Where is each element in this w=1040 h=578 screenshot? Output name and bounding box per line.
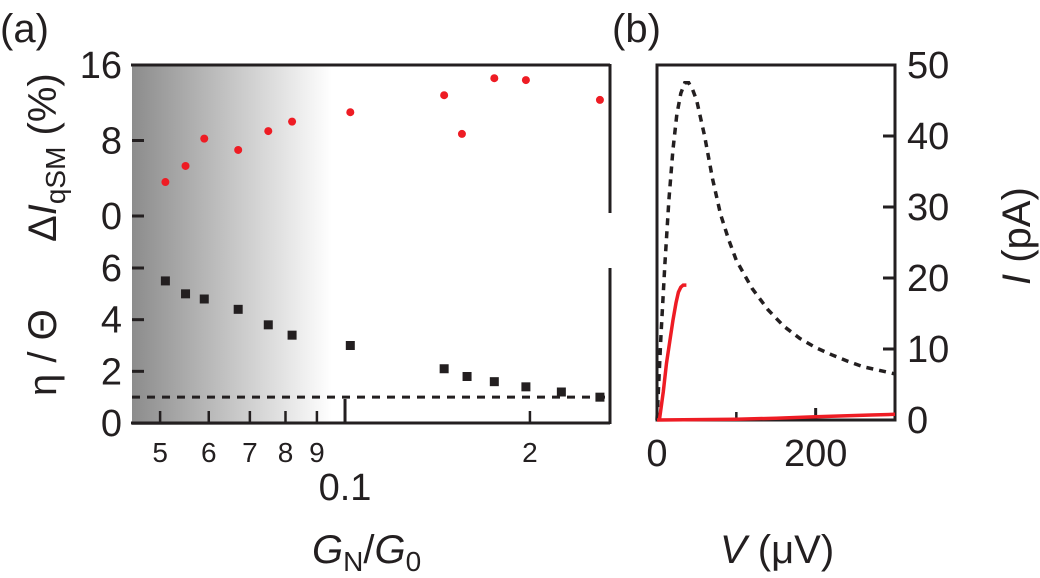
- panel-b-frame: [655, 63, 897, 422]
- black-point: [439, 364, 449, 374]
- a-bottom-ytick-label: 6: [101, 248, 122, 290]
- b-ytick-label: 10: [907, 329, 949, 371]
- a-bottom-ytick-label: 0: [101, 403, 122, 445]
- b-ytick-label: 50: [907, 45, 949, 87]
- panel-label-a: (a): [0, 7, 49, 51]
- a-xtick-label: 8: [278, 437, 294, 468]
- red-point: [181, 161, 190, 170]
- xlabel-sub2: 0: [406, 546, 422, 577]
- gray-shade-region: [132, 65, 332, 425]
- a-xtick-label: 0.1: [319, 467, 372, 509]
- b-ytick-label: 0: [907, 400, 928, 442]
- ylabel-eta-theta: η / Θ: [21, 309, 65, 396]
- xlabel-sub1: N: [343, 546, 363, 577]
- a-xtick-label: 5: [152, 437, 168, 468]
- red-point: [521, 76, 530, 85]
- xlabel-v: V (μV): [720, 528, 834, 572]
- xlabel-gn-g0: GN/G0: [312, 528, 421, 577]
- red-point: [490, 74, 499, 83]
- black-point: [489, 377, 499, 387]
- ylabel-i-unit: (pA): [995, 187, 1039, 274]
- a-bottom-ytick-label: 2: [101, 351, 122, 393]
- red-curve: [657, 283, 687, 421]
- a-top-ytick-label: 16: [80, 45, 122, 87]
- b-ytick-label: 30: [907, 187, 949, 229]
- b-frame: [655, 63, 897, 422]
- panel-b-ticks: 0 10 20 30 40 50 0 200: [646, 45, 949, 475]
- ylabel-delta-unit: (%): [21, 73, 65, 146]
- panel-label-b: (b): [612, 7, 661, 51]
- black-point: [556, 387, 566, 397]
- xlabel-v-unit: (μV): [747, 528, 834, 572]
- red-point: [200, 134, 209, 143]
- black-point: [181, 289, 191, 299]
- black-point: [462, 372, 472, 381]
- black-point: [233, 304, 243, 314]
- ylabel-i-var: I: [995, 274, 1039, 285]
- a-xtick-label: 6: [201, 437, 217, 468]
- ylabel-delta-var: I: [21, 204, 65, 215]
- red-point: [346, 108, 355, 117]
- a-xtick-label: 2: [522, 437, 538, 468]
- red-point: [264, 127, 273, 136]
- ylabel-delta-i: ΔIqSM (%): [21, 73, 71, 242]
- ylabel-delta-prefix: Δ: [21, 215, 65, 242]
- ylabel-i-pa: I (pA): [995, 187, 1039, 285]
- red-point: [457, 129, 466, 138]
- xlabel-sep: /: [363, 528, 375, 572]
- a-bottom-ytick-label: 4: [101, 300, 122, 342]
- red-point: [161, 178, 170, 187]
- a-xtick-label: 9: [309, 437, 325, 468]
- xlabel-v-var: V: [720, 528, 750, 572]
- ylabel-delta-sub: qSM: [40, 147, 71, 205]
- red-point: [288, 117, 297, 126]
- xlabel-var2: G: [374, 528, 405, 572]
- red-point: [440, 91, 449, 100]
- black-point: [199, 294, 209, 304]
- black-point: [263, 320, 273, 330]
- black-points-group: [160, 276, 605, 402]
- a-top-ytick-label: 8: [101, 121, 122, 163]
- black-point: [160, 276, 170, 286]
- xlabel-var1: G: [312, 528, 343, 572]
- red-points-group: [161, 74, 604, 187]
- red-point: [595, 95, 604, 104]
- panel-a-top-ticks: 0 8 16: [80, 45, 144, 238]
- panel-b-curves: [655, 81, 896, 422]
- a-top-ytick-label: 0: [101, 196, 122, 238]
- black-point: [521, 382, 531, 392]
- a-xtick-label: 7: [242, 437, 258, 468]
- b-ytick-label: 40: [907, 116, 949, 158]
- black-point: [595, 392, 605, 402]
- black-dashed-curve: [655, 81, 896, 421]
- red-point: [234, 145, 243, 154]
- black-point: [287, 330, 297, 340]
- black-point: [345, 341, 355, 350]
- b-xtick-label: 0: [646, 433, 667, 475]
- b-xtick-label: 200: [784, 433, 847, 475]
- panel-b: 0 10 20 30 40 50 0 200 V (μV) I (pA): [646, 45, 1039, 572]
- b-ytick-label: 20: [907, 258, 949, 300]
- red-curve: [656, 412, 896, 422]
